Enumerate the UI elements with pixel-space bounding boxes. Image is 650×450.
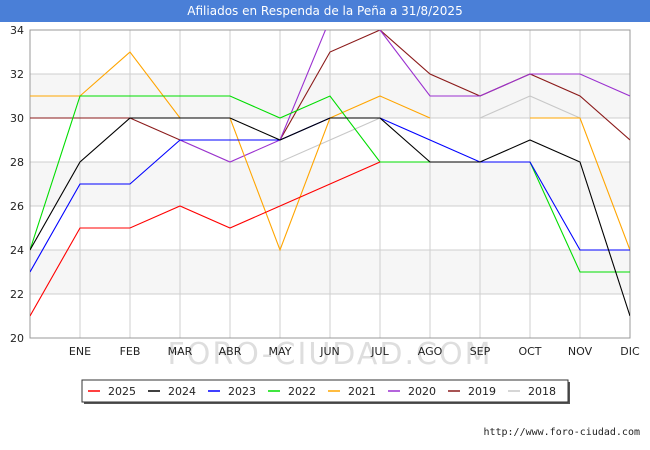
series-line-2024 [30,117,630,317]
x-tick-label: FEB [120,345,141,358]
x-tick-label: JUL [370,345,389,358]
legend-label-2025: 2025 [108,385,136,398]
x-tick-label: JUN [319,345,340,358]
y-tick-label: 24 [10,244,24,257]
y-tick-label: 28 [10,156,24,169]
legend-label-2022: 2022 [288,385,316,398]
watermark-text: FORO-CIUDAD.COM [168,337,493,372]
chart-title: Afiliados en Respenda de la Peña a 31/8/… [0,0,650,22]
legend-label-2021: 2021 [348,385,376,398]
y-tick-label: 32 [10,68,24,81]
x-tick-label: DIC [620,345,640,358]
y-tick-label: 34 [10,24,24,37]
y-tick-label: 26 [10,200,24,213]
x-tick-label: SEP [470,345,491,358]
x-tick-label: ENE [69,345,91,358]
series-line-2025 [30,161,381,317]
legend-box [81,379,569,403]
legend-label-2023: 2023 [228,385,256,398]
x-tick-label: OCT [518,345,541,358]
plot-frame [29,29,631,339]
source-url[interactable]: http://www.foro-ciudad.com [483,427,640,438]
x-tick-label: AGO [418,345,443,358]
legend-label-2019: 2019 [468,385,496,398]
x-tick-label: MAY [269,345,292,358]
legend-label-2024: 2024 [168,385,196,398]
x-tick-label: ABR [219,345,242,358]
series-line-2020 [179,30,630,163]
x-tick-label: MAR [168,345,193,358]
legend-label-2018: 2018 [528,385,556,398]
y-tick-label: 22 [10,288,24,301]
legend-label-2020: 2020 [408,385,436,398]
y-tick-label: 30 [10,112,24,125]
y-tick-label: 20 [10,332,24,345]
x-tick-label: NOV [568,345,593,358]
